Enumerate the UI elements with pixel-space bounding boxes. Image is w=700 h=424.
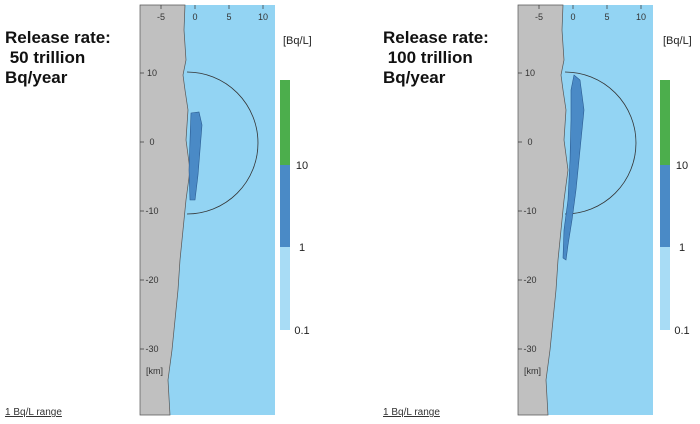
panel-title: Release rate: — [383, 28, 489, 47]
legend-green — [660, 80, 670, 165]
land — [139, 4, 191, 416]
y-tick-label: 0 — [149, 137, 154, 147]
legend-unit: [Bq/L] — [663, 35, 692, 47]
y-tick-label: -30 — [145, 344, 158, 354]
y-tick-label: 10 — [525, 68, 535, 78]
x-tick-label: -5 — [157, 12, 165, 22]
y-tick-label: -10 — [145, 206, 158, 216]
panel-right — [517, 4, 670, 416]
axis-unit: [km] — [524, 366, 541, 376]
y-tick-label: -30 — [523, 344, 536, 354]
y-tick-label: -10 — [523, 206, 536, 216]
legend-label: 10 — [296, 160, 308, 172]
legend-blue — [660, 165, 670, 247]
x-tick-label: 0 — [570, 12, 575, 22]
legend-lightblue — [280, 247, 290, 330]
radius-circle — [564, 71, 637, 215]
x-tick-label: 10 — [258, 12, 268, 22]
x-tick-label: 0 — [192, 12, 197, 22]
panel-title: Bq/year — [5, 68, 68, 87]
land — [517, 4, 569, 416]
panel-title: Bq/year — [383, 68, 446, 87]
footnote: 1 Bq/L range — [5, 407, 62, 418]
panel-title: 100 trillion — [383, 48, 473, 67]
plume — [188, 111, 203, 201]
axis-unit: [km] — [146, 366, 163, 376]
legend-unit: [Bq/L] — [283, 35, 312, 47]
radius-circle — [186, 71, 259, 215]
panel-title: Release rate: — [5, 28, 111, 47]
plume — [562, 74, 585, 261]
y-tick-label: 0 — [527, 137, 532, 147]
footnote: 1 Bq/L range — [383, 407, 440, 418]
y-tick-label: 10 — [147, 68, 157, 78]
legend-lightblue — [660, 247, 670, 330]
legend-blue — [280, 165, 290, 247]
x-tick-label: 5 — [604, 12, 609, 22]
panel-left — [139, 4, 290, 416]
legend-label: 10 — [676, 160, 688, 172]
y-tick-label: -20 — [145, 275, 158, 285]
x-tick-label: 10 — [636, 12, 646, 22]
x-tick-label: 5 — [226, 12, 231, 22]
y-tick-label: -20 — [523, 275, 536, 285]
panel-title: 50 trillion — [5, 48, 85, 67]
legend-label: 1 — [679, 242, 685, 254]
legend-label: 0.1 — [294, 325, 309, 337]
legend-label: 1 — [299, 242, 305, 254]
legend-green — [280, 80, 290, 165]
x-tick-label: -5 — [535, 12, 543, 22]
legend-label: 0.1 — [674, 325, 689, 337]
